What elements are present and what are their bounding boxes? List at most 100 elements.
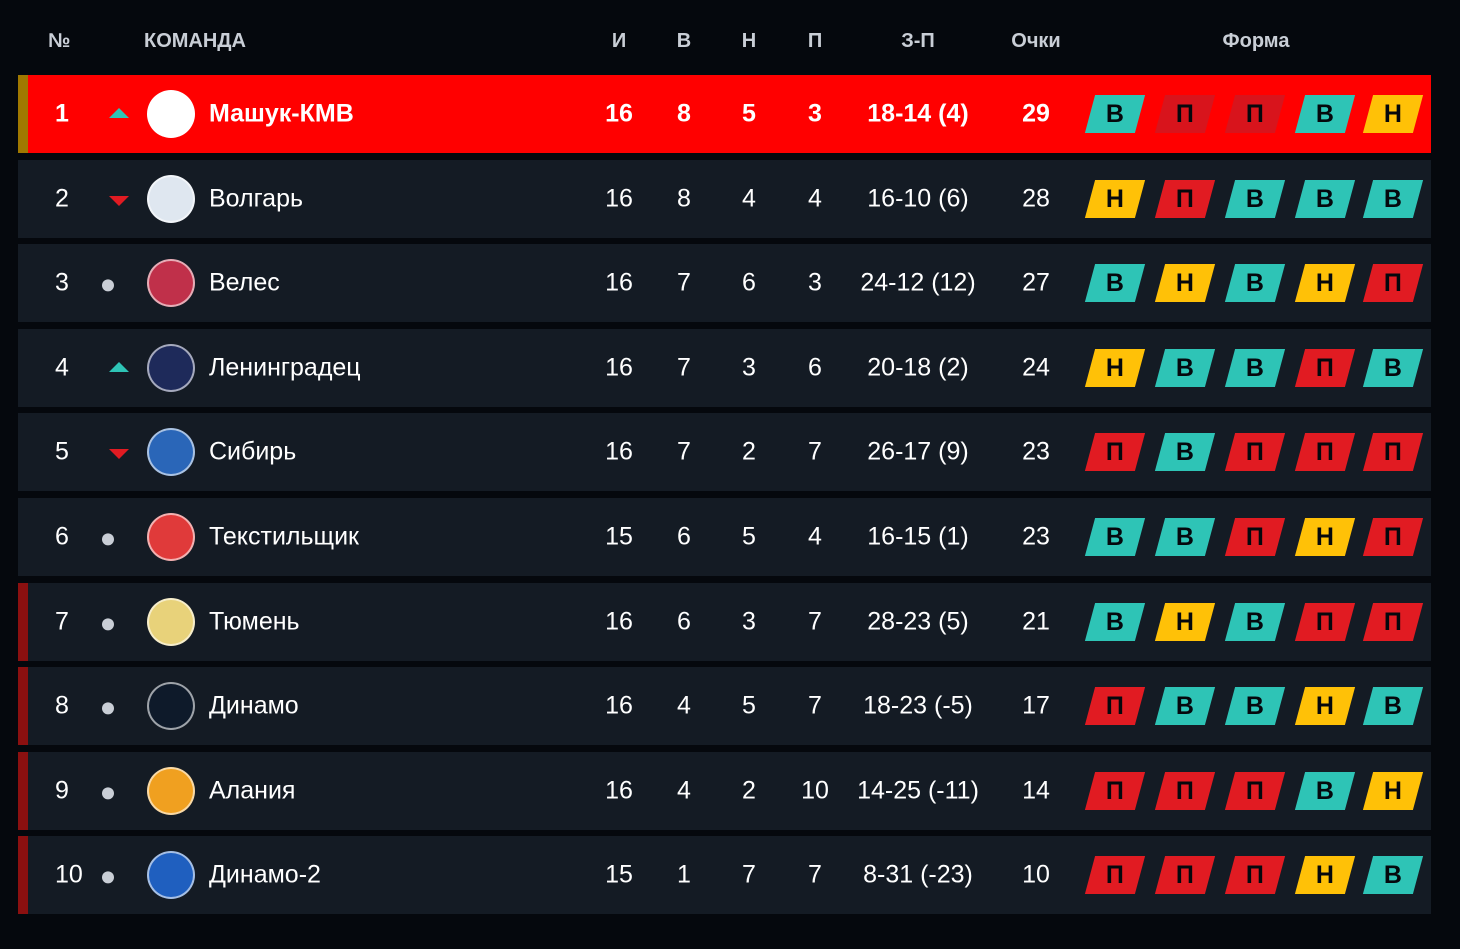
form-badge[interactable]: П (1362, 264, 1424, 303)
form-badge[interactable]: В (1084, 95, 1146, 133)
form-badge[interactable]: Н (1154, 264, 1216, 303)
header-goals: З-П (901, 30, 935, 52)
form-badge[interactable]: В (1154, 518, 1216, 556)
form-badge[interactable]: Н (1084, 348, 1146, 387)
form-badge[interactable]: В (1362, 348, 1424, 387)
form-badge[interactable]: П (1362, 433, 1424, 472)
points-value: 23 (1022, 437, 1050, 466)
team-name[interactable]: Велес (209, 268, 280, 297)
form-badge[interactable]: П (1362, 518, 1424, 556)
form-result: В (1315, 99, 1335, 128)
position: 3 (55, 268, 69, 297)
table-row[interactable]: 1 Машук-КМВ 16 8 5 3 18-14 (4) 29 В П П В Н (18, 75, 1431, 153)
form-badge[interactable]: В (1154, 348, 1216, 387)
lost-value: 7 (808, 691, 822, 720)
team-name[interactable]: Алания (209, 776, 296, 805)
form-result: Н (1315, 860, 1335, 889)
team-name[interactable]: Машук-КМВ (209, 99, 354, 128)
form-badge[interactable]: П (1224, 518, 1286, 556)
form-badge[interactable]: П (1084, 856, 1146, 895)
table-row[interactable]: 10 Динамо-2 15 1 7 7 8-31 (-23) 10 П П П Н В (18, 836, 1431, 915)
table-row[interactable]: 7 Тюмень 16 6 3 7 28-23 (5) 21 В Н В П П (18, 582, 1431, 661)
form-badge[interactable]: В (1224, 264, 1286, 303)
form-badge[interactable]: В (1154, 433, 1216, 472)
form-badge[interactable]: В (1362, 856, 1424, 895)
team-name[interactable]: Тюмень (209, 607, 300, 636)
form-badge[interactable]: П (1294, 602, 1356, 641)
played-value: 15 (605, 860, 633, 889)
trend-up-icon (109, 361, 129, 372)
form-badge[interactable]: В (1224, 348, 1286, 387)
team-name[interactable]: Текстильщик (209, 522, 359, 551)
form-badge[interactable]: П (1154, 95, 1216, 133)
form-badge[interactable]: П (1294, 433, 1356, 472)
won-value: 1 (677, 860, 691, 889)
position: 8 (55, 691, 69, 720)
table-row[interactable]: 6 Текстильщик 15 6 5 4 16-15 (1) 23 В В П Н П (18, 498, 1431, 576)
form-badge[interactable]: В (1362, 687, 1424, 726)
form-result: Н (1383, 776, 1403, 805)
trend-down-icon (109, 195, 129, 206)
played-value: 16 (605, 184, 633, 213)
team-logo-icon (147, 597, 195, 646)
form-result: В (1245, 268, 1265, 297)
trend-same-icon (102, 279, 114, 292)
points-value: 29 (1022, 99, 1050, 128)
form-badge[interactable]: В (1294, 771, 1356, 810)
form-badge[interactable]: В (1084, 518, 1146, 556)
form-badge[interactable]: П (1154, 771, 1216, 810)
won-value: 7 (677, 353, 691, 382)
points-value: 14 (1022, 776, 1050, 805)
leader-marker (18, 75, 28, 153)
form-badge[interactable]: Н (1294, 518, 1356, 556)
table-row[interactable]: 8 Динамо 16 4 5 7 18-23 (-5) 17 П В В Н В (18, 667, 1431, 746)
form-badge[interactable]: В (1084, 602, 1146, 641)
form-badge[interactable]: П (1224, 95, 1286, 133)
form-badge[interactable]: В (1294, 95, 1356, 133)
form-result: П (1384, 607, 1402, 636)
team-name[interactable]: Сибирь (209, 437, 297, 466)
drawn-value: 5 (742, 522, 756, 551)
table-row[interactable]: 4 Ленинградец 16 7 3 6 20-18 (2) 24 Н В В П В (18, 328, 1431, 407)
form-result: П (1384, 522, 1402, 551)
form-badge[interactable]: П (1084, 771, 1146, 810)
form-badge[interactable]: Н (1294, 687, 1356, 726)
form-badge[interactable]: П (1224, 856, 1286, 895)
form-result: В (1175, 353, 1195, 382)
form-badge[interactable]: В (1084, 264, 1146, 303)
form-badge[interactable]: В (1224, 687, 1286, 726)
form-badge[interactable]: П (1294, 348, 1356, 387)
form-badge[interactable]: П (1154, 856, 1216, 895)
form-badge[interactable]: П (1154, 179, 1216, 218)
form-badge[interactable]: В (1154, 687, 1216, 726)
team-logo-icon (147, 682, 195, 731)
table-row[interactable]: 9 Алания 16 4 2 10 14-25 (-11) 14 П П П В Н (18, 751, 1431, 830)
form-result: Н (1383, 99, 1403, 128)
team-name[interactable]: Ленинградец (209, 353, 361, 382)
table-row[interactable]: 5 Сибирь 16 7 2 7 26-17 (9) 23 П В П П П (18, 413, 1431, 492)
form-badge[interactable]: П (1084, 433, 1146, 472)
form-badge[interactable]: Н (1084, 179, 1146, 218)
form-badge[interactable]: Н (1294, 264, 1356, 303)
drawn-value: 6 (742, 268, 756, 297)
form-badge[interactable]: В (1224, 602, 1286, 641)
team-name[interactable]: Динамо (209, 691, 299, 720)
team-name[interactable]: Динамо-2 (209, 860, 321, 889)
table-row[interactable]: 2 Волгарь 16 8 4 4 16-10 (6) 28 Н П В В В (18, 159, 1431, 238)
team-name[interactable]: Волгарь (209, 184, 304, 213)
form-badge[interactable]: П (1084, 687, 1146, 726)
form-badge[interactable]: П (1224, 433, 1286, 472)
table-row[interactable]: 3 Велес 16 7 6 3 24-12 (12) 27 В Н В Н П (18, 244, 1431, 323)
form-badge[interactable]: Н (1362, 95, 1424, 133)
form-badge[interactable]: В (1294, 179, 1356, 218)
form-badge[interactable]: П (1224, 771, 1286, 810)
form-badge[interactable]: В (1362, 179, 1424, 218)
goals-value: 24-12 (12) (860, 268, 976, 297)
form-badge[interactable]: Н (1362, 771, 1424, 810)
form-badge[interactable]: Н (1294, 856, 1356, 895)
form-badge[interactable]: Н (1154, 602, 1216, 641)
won-value: 7 (677, 268, 691, 297)
goals-value: 18-14 (4) (867, 99, 969, 128)
form-badge[interactable]: В (1224, 179, 1286, 218)
form-badge[interactable]: П (1362, 602, 1424, 641)
